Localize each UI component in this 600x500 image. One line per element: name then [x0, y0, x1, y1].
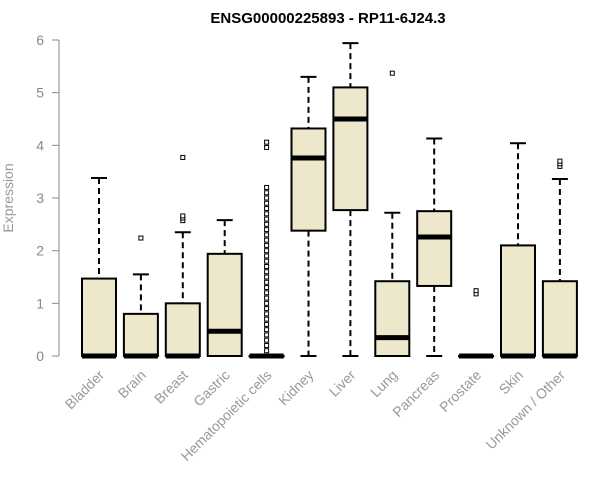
outlier-point [557, 158, 563, 164]
outlier-point [264, 306, 270, 312]
box [122, 312, 159, 358]
outlier-point [264, 139, 270, 145]
outlier-point [264, 253, 270, 259]
box-group [332, 42, 369, 357]
outlier-point [264, 342, 270, 348]
x-tick-label: Unknown / Other [482, 367, 568, 453]
outlier-point [264, 221, 270, 227]
outlier-point [264, 242, 270, 248]
outlier-point [264, 311, 270, 317]
box [290, 127, 327, 232]
box-group [206, 219, 243, 357]
outlier-point [264, 269, 270, 275]
x-tick-label: Liver [326, 367, 359, 400]
outlier-point [264, 327, 270, 333]
box-group [416, 137, 453, 357]
box-group [290, 75, 327, 357]
outlier-point [473, 288, 479, 294]
box [374, 280, 411, 358]
outlier-point [264, 232, 270, 238]
x-tick-label: Pancreas [389, 367, 442, 420]
outlier-point [264, 279, 270, 285]
box [164, 302, 201, 358]
outlier-point [180, 154, 186, 160]
box-group [500, 142, 536, 359]
box-group [164, 154, 201, 359]
chart-title: ENSG00000225893 - RP11-6J24.3 [210, 10, 445, 27]
x-tick-label: Prostate [436, 367, 484, 415]
outlier-point [264, 337, 270, 343]
outlier-point [138, 235, 144, 241]
outlier-point [264, 295, 270, 301]
outlier-point [264, 316, 270, 322]
outlier-point [264, 144, 270, 150]
box-group [81, 176, 117, 359]
x-tick-label: Skin [496, 367, 527, 398]
y-tick-label: 1 [36, 295, 44, 311]
outlier-point [180, 213, 186, 219]
outlier-point [264, 184, 270, 190]
y-tick-label: 3 [36, 190, 44, 206]
outlier-point [264, 290, 270, 296]
x-tick-label: Bladder [62, 367, 108, 413]
y-tick-label: 0 [36, 348, 44, 364]
y-tick-label: 5 [36, 85, 44, 101]
x-tick-label: Breast [151, 367, 191, 407]
y-axis-label: Expression [0, 163, 16, 232]
box-group [248, 139, 285, 359]
box-group [458, 288, 495, 359]
outlier-point [264, 227, 270, 233]
outlier-point [264, 321, 270, 327]
outlier-point [264, 300, 270, 306]
box-group [541, 158, 578, 359]
box-group [374, 70, 411, 358]
outlier-point [264, 332, 270, 338]
outlier-point [264, 258, 270, 264]
y-axis-ticks: 0 1 2 3 4 5 6 [36, 32, 59, 364]
outlier-point [264, 237, 270, 243]
x-tick-label: Lung [367, 367, 400, 400]
outlier-point [264, 211, 270, 217]
outlier-point [264, 216, 270, 222]
y-tick-label: 2 [36, 243, 44, 259]
box [541, 280, 578, 358]
box-group [122, 235, 159, 359]
y-tick-label: 6 [36, 32, 44, 48]
outlier-point [389, 70, 395, 76]
box [500, 244, 536, 357]
box [81, 277, 117, 357]
outlier-point [264, 190, 270, 196]
x-tick-label: Kidney [275, 367, 317, 409]
box-series [81, 42, 578, 359]
y-tick-label: 4 [36, 137, 44, 153]
outlier-point [264, 248, 270, 254]
outlier-point [264, 263, 270, 269]
outlier-point [264, 285, 270, 291]
box [206, 252, 243, 357]
box [332, 86, 369, 212]
outlier-point [264, 348, 270, 354]
outlier-point [264, 195, 270, 201]
x-tick-label: Brain [115, 367, 149, 401]
outlier-point [264, 274, 270, 280]
outlier-point [264, 200, 270, 206]
outlier-point [264, 206, 270, 212]
box [416, 210, 453, 287]
